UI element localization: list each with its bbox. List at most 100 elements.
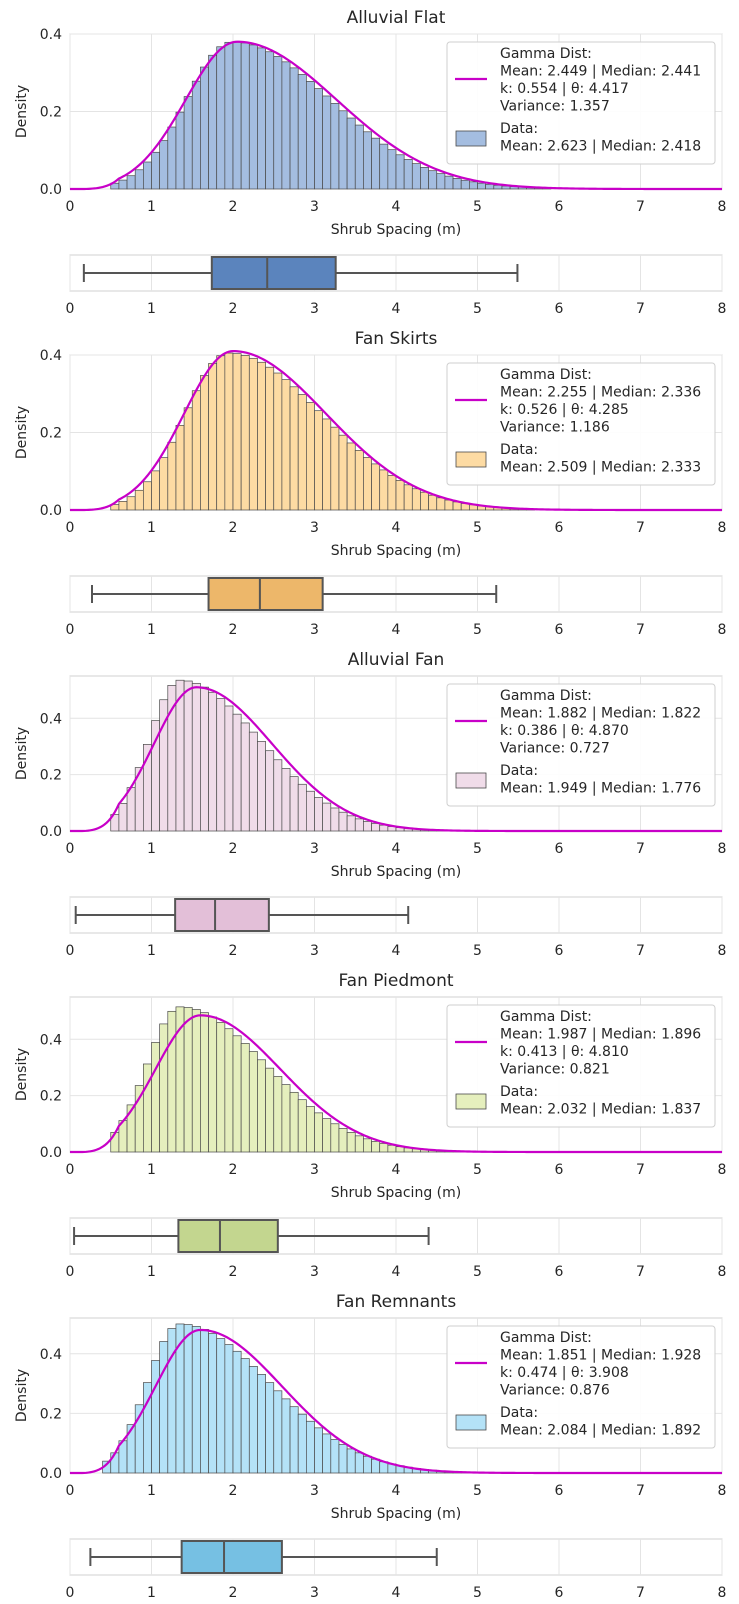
legend-data-text: Data: [500, 763, 538, 779]
box-x-tick-label: 2 [229, 622, 238, 638]
gamma-fit-line [70, 40, 722, 191]
hist-bar [200, 1012, 209, 1153]
hist-bar [289, 1091, 299, 1153]
legend: Gamma Dist: Mean: 1.987 | Median: 1.896k:… [446, 1004, 716, 1128]
hist-bar [240, 722, 250, 832]
legend: Gamma Dist: Mean: 1.851 | Median: 1.928k:… [446, 1325, 716, 1449]
box-x-tick-label: 3 [310, 1264, 319, 1280]
hist-y-tick-label: 0.4 [40, 711, 62, 727]
hist-bar [371, 1141, 381, 1153]
hist-bar [338, 1127, 348, 1153]
hist-y-tick-label: 0.4 [40, 27, 62, 43]
chart-panel-3: Fan Piedmont 0 1 2 3 4 5 6 7 8 0.0 0.2 0.4 Shrub Spac… [14, 971, 726, 1280]
hist-bar [134, 1085, 144, 1153]
x-axis-label: Shrub Spacing (m) [331, 222, 461, 238]
hist-bar [330, 426, 340, 511]
legend-fit-text: Gamma Dist: [500, 688, 592, 704]
box-iqr [177, 1219, 279, 1253]
hist-bar [395, 480, 405, 511]
hist-x-tick-label: 4 [392, 199, 401, 215]
hist-bar [183, 407, 193, 511]
box-iqr [207, 577, 324, 611]
hist-x-tick-label: 6 [555, 1162, 564, 1178]
hist-bar [126, 175, 136, 190]
hist-x-tick-label: 5 [473, 841, 482, 857]
box-x-tick-label: 6 [555, 943, 564, 959]
box-x-tick-label: 5 [473, 1585, 482, 1601]
box-iqr [174, 898, 270, 932]
hist-bar [175, 111, 185, 190]
legend-fit-text: Mean: 2.449 | Median: 2.441 [500, 64, 701, 80]
hist-x-tick-label: 4 [392, 841, 401, 857]
hist-bar [240, 1358, 250, 1474]
hist-bar [126, 787, 136, 832]
hist-x-tick-label: 2 [229, 841, 238, 857]
box-x-tick-label: 2 [229, 1264, 238, 1280]
hist-bar [452, 177, 462, 190]
hist-bar [371, 823, 381, 832]
hist-bar [322, 95, 332, 190]
x-axis-label: Shrub Spacing (m) [331, 543, 461, 559]
hist-bar [208, 1016, 218, 1153]
legend-data-text: Mean: 2.084 | Median: 1.892 [500, 1423, 701, 1439]
hist-x-tick-label: 6 [555, 199, 564, 215]
gamma-fit-line [70, 1014, 722, 1154]
hist-bar [224, 41, 234, 190]
hist-bar [387, 149, 397, 190]
legend-frame [446, 1004, 716, 1128]
legend-data-text: Data: [500, 442, 538, 458]
x-axis-label: Shrub Spacing (m) [331, 864, 461, 880]
hist-bar [273, 1390, 283, 1474]
hist-bar [191, 1326, 201, 1474]
hist-bar [134, 489, 144, 511]
chart-panel-0: Alluvial Flat 0 1 2 3 4 5 6 7 8 0.0 0.2 0.4 Shrub Spa… [14, 8, 726, 317]
hist-bar [371, 463, 381, 511]
y-axis-label: Density [14, 1048, 30, 1101]
hist-bar [289, 1406, 299, 1474]
hist-bar [200, 375, 209, 511]
box-x-tick-label: 3 [310, 943, 319, 959]
box-x-tick-label: 0 [66, 622, 75, 638]
hist-bar [191, 1009, 201, 1153]
legend-data-text: Mean: 2.032 | Median: 1.837 [500, 1102, 701, 1118]
hist-bar [151, 470, 160, 511]
legend-fit-text: k: 0.554 | θ: 4.417 [500, 81, 629, 97]
hist-bar [314, 88, 323, 190]
hist-y-tick-label: 0.2 [40, 426, 62, 442]
box-x-tick-label: 7 [636, 943, 645, 959]
hist-x-tick-label: 2 [229, 1162, 238, 1178]
y-axis-label: Density [14, 406, 30, 459]
hist-bar [208, 1333, 218, 1474]
hist-bar [289, 776, 299, 832]
chart-title: Fan Piedmont [338, 971, 453, 991]
hist-x-tick-label: 0 [66, 1162, 75, 1178]
box-x-tick-label: 0 [66, 1585, 75, 1601]
box-iqr [210, 256, 337, 290]
hist-bar [167, 1010, 177, 1153]
x-axis-label: Shrub Spacing (m) [331, 1185, 461, 1201]
legend-frame [446, 362, 716, 486]
hist-bar [338, 811, 348, 832]
box-x-tick-label: 2 [229, 301, 238, 317]
hist-bar [200, 1329, 209, 1474]
hist-bar [395, 154, 405, 190]
hist-bar [346, 815, 356, 832]
hist-bar [200, 686, 209, 832]
hist-bar [330, 1123, 340, 1153]
box-x-tick-label: 1 [147, 301, 156, 317]
hist-bar [265, 1382, 275, 1474]
hist-bar [420, 491, 429, 511]
hist-bar [322, 1433, 332, 1474]
hist-x-tick-label: 8 [718, 1483, 727, 1499]
hist-x-tick-label: 7 [636, 1162, 645, 1178]
hist-bar [485, 183, 495, 190]
hist-bar [257, 47, 266, 190]
legend-fit-text: Gamma Dist: [500, 1330, 592, 1346]
legend-fit-text: Gamma Dist: [500, 1009, 592, 1025]
hist-y-tick-label: 0.0 [40, 1466, 62, 1482]
hist-x-tick-label: 0 [66, 520, 75, 536]
box-x-tick-label: 1 [147, 622, 156, 638]
hist-x-tick-label: 0 [66, 841, 75, 857]
box-x-tick-label: 0 [66, 301, 75, 317]
hist-x-tick-label: 7 [636, 841, 645, 857]
